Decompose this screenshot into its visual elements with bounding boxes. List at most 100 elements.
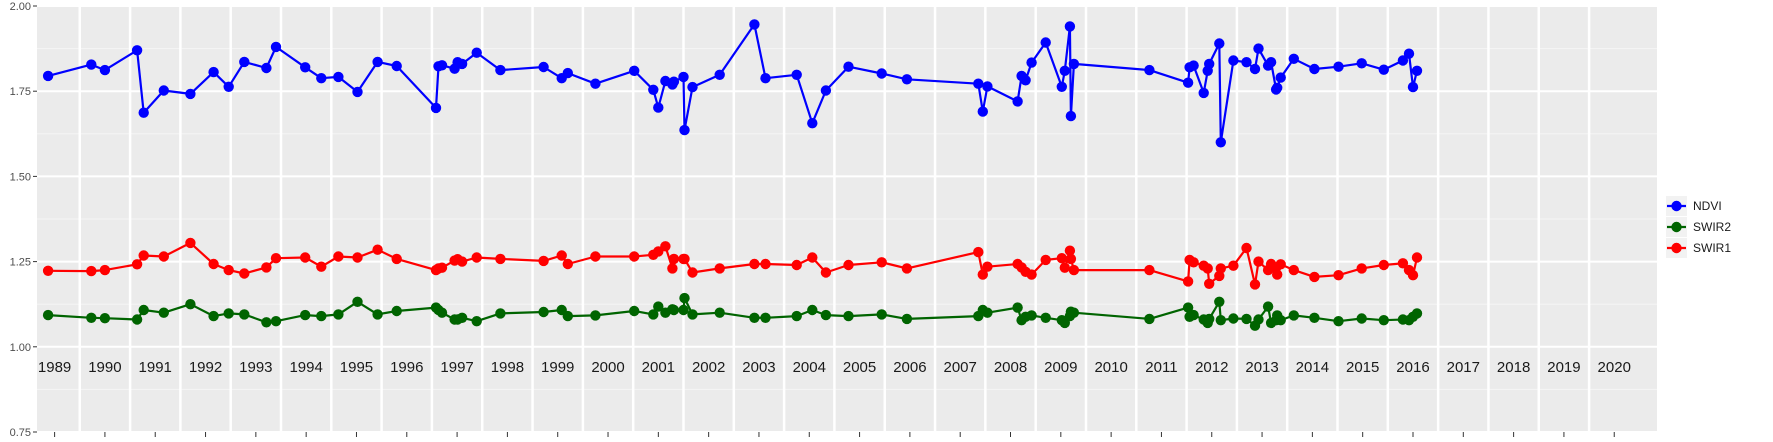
data-point-swir2 [352, 296, 363, 307]
data-point-ndvi [982, 81, 993, 92]
data-point-swir1 [270, 253, 282, 264]
data-point-swir1 [660, 241, 671, 252]
data-point-swir2 [300, 309, 311, 321]
data-point-ndvi [99, 64, 111, 76]
year-label: 1999 [541, 359, 574, 376]
data-point-swir2 [1275, 315, 1286, 326]
data-point-swir1 [1249, 279, 1261, 290]
data-point-ndvi [687, 81, 698, 93]
data-point-swir1 [876, 257, 887, 268]
data-point-swir2 [1215, 315, 1227, 326]
data-point-swir1 [1253, 256, 1264, 267]
data-point-swir2 [982, 307, 993, 318]
data-point-swir2 [1241, 313, 1252, 325]
data-point-ndvi [1397, 55, 1409, 66]
data-point-swir2 [1182, 302, 1194, 313]
data-point-swir2 [86, 312, 97, 323]
data-point-swir2 [223, 308, 234, 319]
data-point-swir2 [208, 310, 219, 322]
data-point-swir1 [1056, 253, 1068, 264]
legend-item-ndvi: NDVI [1666, 196, 1722, 216]
data-point-ndvi [760, 73, 771, 84]
legend-key-point [1671, 221, 1682, 233]
year-label: 2017 [1447, 359, 1480, 376]
data-point-ndvi [1411, 65, 1423, 77]
data-point-swir1 [1064, 245, 1076, 256]
data-point-ndvi [223, 81, 234, 93]
data-point-ndvi [1265, 57, 1277, 68]
data-point-ndvi [1198, 87, 1209, 99]
year-label: 2004 [793, 359, 826, 376]
data-point-swir2 [131, 314, 143, 325]
series-points [42, 19, 1423, 331]
data-point-swir1 [1204, 278, 1215, 289]
data-point-ndvi [648, 84, 659, 96]
data-point-swir1 [667, 263, 678, 274]
y-tick-label: 2.00 [10, 1, 31, 13]
data-point-swir1 [977, 269, 988, 280]
data-point-swir1 [316, 261, 327, 272]
data-point-ndvi [495, 64, 506, 76]
data-point-swir2 [1040, 312, 1051, 323]
data-point-swir1 [791, 259, 802, 271]
data-point-ndvi [977, 106, 988, 117]
data-point-swir2 [1309, 312, 1320, 323]
legend: NDVI SWIR2 SWIR1 [1666, 196, 1731, 258]
data-point-swir2 [687, 309, 698, 320]
data-point-ndvi [1204, 58, 1215, 70]
data-point-swir2 [372, 309, 383, 320]
data-point-swir1 [1309, 271, 1320, 283]
year-label: 2007 [944, 359, 977, 376]
series-line-swir1 [48, 241, 1419, 286]
data-point-ndvi [1188, 60, 1199, 71]
data-point-swir1 [629, 251, 640, 262]
data-point-ndvi [876, 68, 887, 79]
data-point-ndvi [1253, 43, 1264, 54]
data-point-ndvi [138, 107, 149, 118]
data-point-swir1 [1333, 270, 1344, 281]
data-point-swir2 [538, 306, 549, 318]
data-point-swir2 [138, 304, 149, 316]
data-point-swir1 [208, 258, 219, 270]
data-point-ndvi [973, 78, 984, 89]
data-point-swir1 [1378, 259, 1390, 271]
year-label: 2003 [742, 359, 775, 376]
y-tick-label: 0.75 [10, 427, 31, 439]
data-point-ndvi [1026, 57, 1037, 68]
data-point-swir2 [668, 304, 680, 316]
data-point-swir2 [316, 310, 327, 322]
data-point-ndvi [372, 56, 383, 68]
data-point-swir2 [1378, 315, 1390, 326]
data-point-ndvi [333, 71, 344, 83]
data-point-swir1 [807, 252, 818, 263]
data-point-ndvi [562, 67, 573, 79]
data-point-swir1 [1411, 252, 1423, 263]
y-axis: 0.75 1.00 1.25 1.50 1.75 2.00 [10, 1, 37, 439]
data-point-swir2 [1411, 308, 1423, 319]
data-point-swir1 [456, 256, 468, 267]
data-point-swir2 [714, 307, 725, 318]
data-point-ndvi [1275, 72, 1286, 83]
data-point-ndvi [131, 45, 143, 56]
data-point-swir2 [185, 299, 196, 310]
data-point-swir1 [239, 268, 250, 279]
year-label: 2008 [994, 359, 1027, 376]
data-point-ndvi [456, 58, 468, 70]
data-point-ndvi [300, 62, 311, 73]
data-point-swir1 [42, 265, 54, 276]
year-label: 1989 [38, 359, 71, 376]
data-point-ndvi [436, 60, 448, 71]
data-point-ndvi [590, 78, 601, 89]
legend-key-point [1671, 200, 1682, 212]
data-point-swir1 [300, 252, 311, 263]
legend-label: SWIR1 [1693, 241, 1731, 255]
data-point-ndvi [679, 124, 690, 136]
data-point-swir2 [1333, 316, 1344, 327]
year-label: 2006 [893, 359, 926, 376]
data-point-ndvi [471, 47, 482, 58]
year-label: 2001 [642, 359, 675, 376]
data-point-swir1 [138, 250, 149, 261]
data-point-swir1 [158, 251, 169, 262]
data-point-ndvi [1288, 53, 1300, 64]
